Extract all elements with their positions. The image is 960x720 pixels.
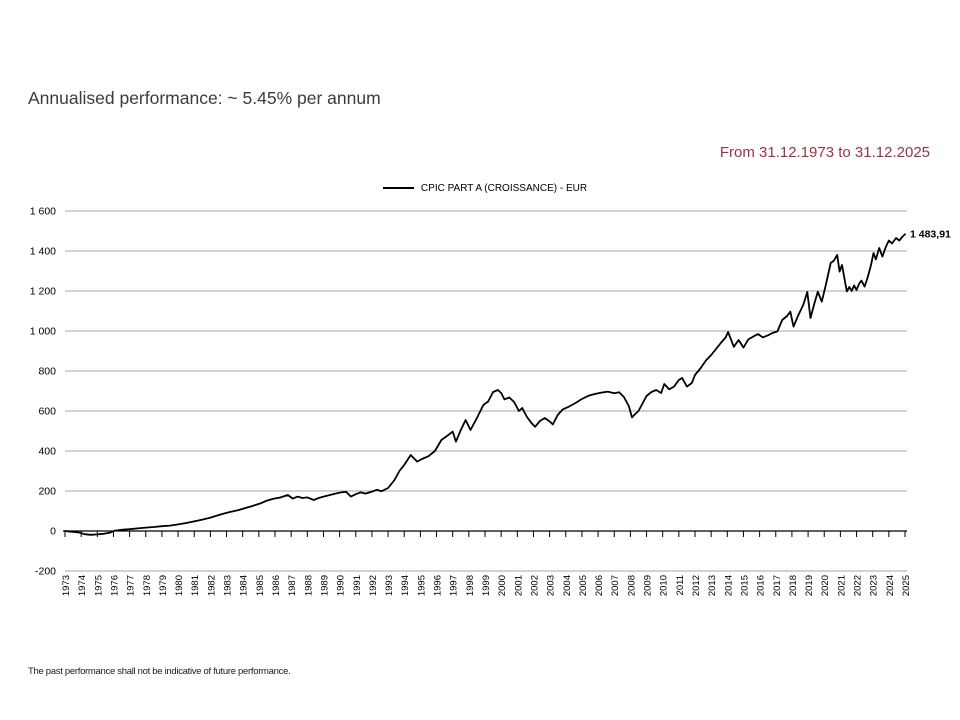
x-tick-label: 2010 (659, 575, 670, 596)
x-tick-label: 1978 (142, 575, 153, 596)
x-tick-label: 2014 (723, 575, 734, 596)
x-tick-label: 2012 (691, 575, 702, 596)
x-tick-label: 1979 (158, 575, 169, 596)
line-chart-canvas: -200 0 200 400 600 800 1 000 1 200 1 400 1 600 197… (30, 206, 951, 597)
x-tick-label: 1992 (368, 575, 379, 596)
x-tick-label: 1983 (223, 575, 234, 596)
x-tick-label: 1991 (352, 575, 363, 596)
x-tick-label: 1997 (449, 575, 460, 596)
y-tick-label: -200 (35, 566, 56, 578)
x-axis (63, 530, 907, 537)
x-tick-label: 2011 (675, 575, 686, 595)
x-tick-label: 1989 (319, 575, 330, 596)
x-tick-label: 2005 (578, 575, 589, 596)
y-tick-label: 1 400 (30, 246, 56, 258)
x-tick-label: 1975 (93, 575, 104, 596)
x-tick-label: 2022 (853, 575, 864, 596)
y-tick-label: 600 (38, 406, 56, 418)
x-tick-label: 2002 (529, 575, 540, 596)
x-tick-label: 1977 (126, 575, 137, 596)
x-tick-label: 1985 (255, 575, 266, 596)
x-tick-label: 1981 (190, 575, 201, 596)
x-tick-label: 2021 (836, 575, 847, 596)
legend-series-label: CPIC PART A (CROISSANCE) - EUR (420, 182, 588, 194)
x-tick-label: 1996 (433, 575, 444, 596)
x-tick-label: 2013 (707, 575, 718, 596)
x-tick-label: 1995 (416, 575, 427, 596)
y-tick-label: 800 (38, 366, 56, 378)
date-range-label: From 31.12.1973 to 31.12.2025 (719, 144, 930, 161)
x-tick-label: 2003 (546, 575, 557, 596)
page-title: Annualised performance: ~ 5.45% per annu… (28, 88, 381, 108)
performance-chart: -200 0 200 400 600 800 1 000 1 200 1 400 1 600 197… (0, 170, 960, 640)
x-tick-label: 1980 (174, 575, 185, 596)
x-tick-label: 2000 (497, 575, 508, 596)
x-tick-label: 1993 (384, 575, 395, 596)
x-tick-label: 2009 (643, 575, 654, 596)
x-tick-label: 1988 (303, 575, 314, 596)
x-tick-label: 1974 (77, 575, 88, 596)
x-tick-label: 2020 (820, 575, 831, 596)
x-tick-label: 2006 (594, 575, 605, 596)
x-axis-labels: 1973 1974 1975 1976 1977 1978 1979 1980 1981 1982… (61, 575, 912, 596)
y-tick-label: 1 600 (30, 206, 56, 218)
x-tick-label: 2019 (804, 575, 815, 596)
y-tick-label: 1 200 (30, 286, 56, 298)
x-tick-label: 1998 (465, 575, 476, 596)
gridlines (65, 210, 907, 572)
x-tick-label: 2008 (626, 575, 637, 596)
x-tick-label: 2023 (869, 575, 880, 596)
x-tick-label: 1984 (239, 575, 250, 596)
y-tick-label: 200 (38, 486, 56, 498)
end-value-label: 1 483,91 (910, 229, 951, 241)
x-tick-label: 2001 (513, 575, 524, 596)
x-tick-label: 2025 (901, 575, 912, 596)
series-line (64, 233, 906, 536)
x-tick-label: 1990 (336, 575, 347, 596)
x-tick-label: 2004 (562, 575, 573, 596)
x-tick-label: 1973 (61, 575, 72, 596)
x-tick-label: 1999 (481, 575, 492, 596)
x-tick-label: 2016 (756, 575, 767, 596)
x-tick-label: 2018 (788, 575, 799, 596)
chart-legend: CPIC PART A (CROISSANCE) - EUR (65, 181, 905, 195)
x-tick-label: 1994 (400, 575, 411, 596)
legend-line-sample (382, 187, 414, 189)
y-tick-label: 1 000 (30, 326, 56, 338)
disclaimer-text: The past performance shall not be indica… (28, 666, 291, 677)
y-axis-labels: -200 0 200 400 600 800 1 000 1 200 1 400 1 600 (30, 206, 56, 578)
x-tick-label: 2017 (772, 575, 783, 596)
y-tick-label: 400 (38, 446, 56, 458)
y-tick-label: 0 (50, 526, 56, 538)
x-tick-label: 2007 (610, 575, 621, 596)
x-tick-label: 2024 (885, 575, 896, 596)
x-tick-label: 2015 (739, 575, 750, 596)
x-tick-label: 1976 (109, 575, 120, 596)
x-tick-label: 1987 (287, 575, 298, 596)
x-tick-label: 1982 (206, 575, 217, 596)
x-tick-label: 1986 (271, 575, 282, 596)
